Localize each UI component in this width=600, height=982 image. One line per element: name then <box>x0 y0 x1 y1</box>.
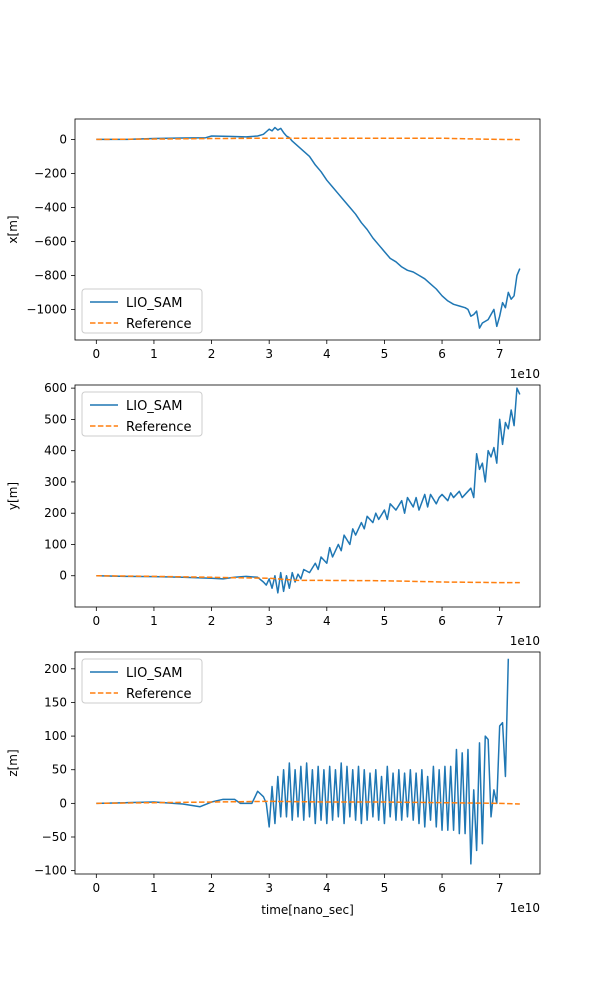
y-tick-label: −50 <box>42 830 67 844</box>
y-tick-label: 200 <box>44 662 67 676</box>
x-offset-text: 1e10 <box>510 901 540 915</box>
series-lio-sam-line <box>96 387 521 594</box>
x-tick-label: 0 <box>92 347 100 361</box>
y-axis-label: z[m] <box>6 749 20 776</box>
x-tick-label: 6 <box>438 347 446 361</box>
y-tick-label: −600 <box>34 234 67 248</box>
series-lio-sam-line <box>96 126 521 329</box>
legend-lio-sam-label: LIO_SAM <box>126 296 182 311</box>
legend-box <box>81 391 203 437</box>
x-tick-label: 0 <box>92 881 100 895</box>
series-lio-sam-line <box>96 658 510 865</box>
x-tick-label: 7 <box>496 881 504 895</box>
x-tick-label: 4 <box>323 614 331 628</box>
x-tick-label: 6 <box>438 881 446 895</box>
subplot-1: 0 1 2 3 4 5 6 7 −1000 −800 −600 −400 −200 0 1e10 x[m] LI… <box>6 118 541 381</box>
legend-lio-sam-label: LIO_SAM <box>126 666 182 681</box>
subplot-2: 0 1 2 3 4 5 6 7 0 100 200 300 400 500 600 1e10 y[m] LIO_S… <box>6 381 541 648</box>
y-tick-label: −1000 <box>26 302 67 316</box>
y-tick-label: −100 <box>34 864 67 878</box>
x-tick-label: 2 <box>208 881 216 895</box>
series-reference-line <box>96 800 520 805</box>
x-tick-label: 3 <box>265 614 273 628</box>
x-tick-label: 7 <box>496 614 504 628</box>
x-tick-label: 1 <box>150 614 158 628</box>
axes-frame <box>74 118 541 341</box>
x-tick-label: 6 <box>438 614 446 628</box>
legend-reference-label: Reference <box>126 420 191 435</box>
axes-frame <box>74 384 541 608</box>
y-tick-label: 100 <box>44 537 67 551</box>
y-tick-label: 600 <box>44 381 67 395</box>
y-tick-label: −400 <box>34 200 67 214</box>
x-tick-label: 5 <box>381 614 389 628</box>
legend-box <box>81 288 203 334</box>
y-tick-label: 0 <box>59 132 67 146</box>
y-tick-label: 500 <box>44 412 67 426</box>
axes-frame <box>74 651 541 875</box>
x-tick-label: 4 <box>323 347 331 361</box>
x-tick-label: 3 <box>265 347 273 361</box>
x-tick-label: 2 <box>208 347 216 361</box>
x-tick-label: 0 <box>92 614 100 628</box>
legend: LIO_SAM Reference <box>81 658 203 704</box>
subplot-3: 0 1 2 3 4 5 6 7 −100 −50 0 50 100 150 200 1e10 z[m] time[… <box>6 651 541 917</box>
series-reference-line <box>96 137 520 141</box>
x-offset-text: 1e10 <box>510 367 540 381</box>
x-tick-label: 1 <box>150 347 158 361</box>
legend-lio-sam-label: LIO_SAM <box>126 399 182 414</box>
y-tick-label: 50 <box>52 763 67 777</box>
x-tick-label: 3 <box>265 881 273 895</box>
y-tick-label: 300 <box>44 475 67 489</box>
x-tick-label: 4 <box>323 881 331 895</box>
legend: LIO_SAM Reference <box>81 288 203 334</box>
y-tick-label: −800 <box>34 268 67 282</box>
y-tick-label: 0 <box>59 796 67 810</box>
y-tick-label: 400 <box>44 444 67 458</box>
y-axis-label: x[m] <box>6 215 20 243</box>
x-tick-label: 5 <box>381 881 389 895</box>
y-tick-label: 200 <box>44 506 67 520</box>
x-tick-label: 2 <box>208 614 216 628</box>
legend-reference-label: Reference <box>126 687 191 702</box>
series-reference-line <box>96 574 520 584</box>
legend-reference-label: Reference <box>126 317 191 332</box>
legend-box <box>81 658 203 704</box>
x-offset-text: 1e10 <box>510 634 540 648</box>
y-tick-label: 150 <box>44 695 67 709</box>
y-tick-label: 0 <box>59 569 67 583</box>
legend: LIO_SAM Reference <box>81 391 203 437</box>
y-tick-label: 100 <box>44 729 67 743</box>
y-tick-label: −200 <box>34 166 67 180</box>
x-tick-label: 7 <box>496 347 504 361</box>
x-tick-label: 5 <box>381 347 389 361</box>
x-axis-label: time[nano_sec] <box>261 903 354 917</box>
y-axis-label: y[m] <box>6 482 20 510</box>
x-tick-label: 1 <box>150 881 158 895</box>
